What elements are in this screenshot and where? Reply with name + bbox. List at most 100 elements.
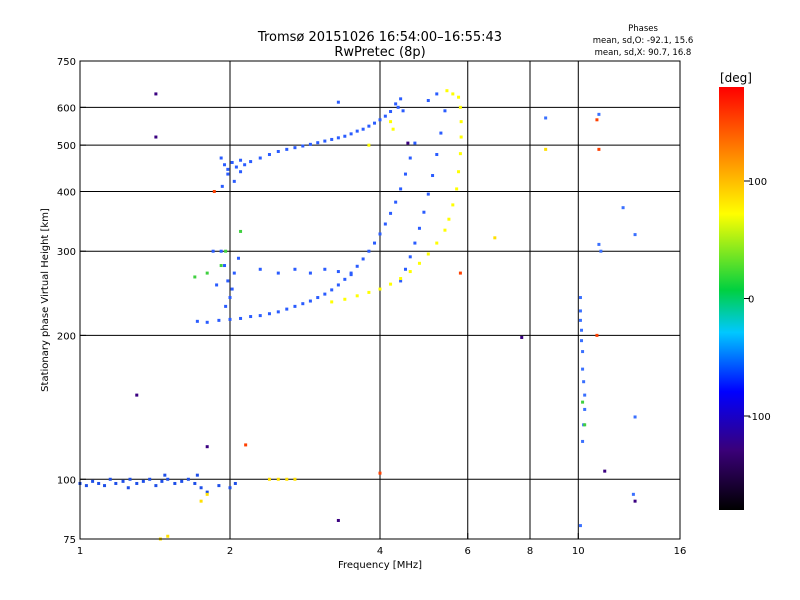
data-point (581, 350, 585, 354)
data-point (154, 92, 158, 96)
data-point (367, 143, 371, 147)
y-tick-label: 75 (63, 535, 76, 546)
data-point (205, 492, 209, 496)
data-point (276, 310, 280, 314)
data-point (447, 217, 451, 221)
data-point (323, 292, 327, 296)
data-point (520, 335, 524, 339)
data-point (276, 271, 280, 275)
data-point (233, 481, 237, 485)
data-point (394, 102, 398, 106)
data-point (455, 187, 459, 191)
data-point (308, 142, 312, 146)
data-point (581, 439, 585, 443)
x-tick-label: 4 (377, 546, 383, 557)
data-point (389, 211, 393, 215)
data-point (597, 242, 601, 246)
data-point (583, 423, 587, 427)
chart-subtitle: RwPretec (8p) (334, 45, 425, 60)
data-point (239, 229, 243, 233)
data-point (199, 499, 203, 503)
data-point (367, 124, 371, 128)
data-point (195, 473, 199, 477)
data-point (426, 252, 430, 256)
data-point (435, 241, 439, 245)
data-point (148, 477, 152, 481)
data-point (367, 249, 371, 253)
data-point (97, 481, 101, 485)
data-point (114, 481, 118, 485)
data-point (234, 165, 238, 169)
data-point (186, 477, 190, 481)
data-point (336, 100, 340, 104)
data-point (378, 232, 382, 236)
data-point (128, 477, 132, 481)
data-point (293, 267, 297, 271)
data-point (267, 477, 271, 481)
data-point (293, 304, 297, 308)
data-point (224, 249, 228, 253)
data-point (378, 287, 382, 291)
data-point (336, 136, 340, 140)
data-point (228, 296, 232, 300)
data-point (232, 271, 236, 275)
data-point (445, 89, 449, 93)
data-point (426, 192, 430, 196)
data-point (383, 222, 387, 226)
data-point (316, 296, 320, 300)
data-point (301, 144, 305, 148)
y-tick-label: 100 (57, 475, 76, 486)
data-point (193, 275, 197, 279)
data-point (458, 271, 462, 275)
data-point (267, 312, 271, 316)
data-point (389, 282, 393, 286)
data-point (239, 316, 243, 320)
data-point (633, 415, 637, 419)
data-point (378, 471, 382, 475)
data-point (249, 315, 253, 319)
data-point (258, 314, 262, 318)
data-point (258, 156, 262, 160)
data-point (103, 484, 107, 488)
data-point (413, 141, 417, 145)
data-point (226, 279, 230, 283)
data-point (578, 318, 582, 322)
stats-line-o: mean, sd,O: -92.1, 15.6 (593, 36, 693, 46)
chart-title: Tromsø 20151026 16:54:00–16:55:43 (257, 30, 502, 45)
grid-lines (80, 61, 680, 539)
data-point (219, 264, 223, 268)
data-point (276, 477, 280, 481)
colorbar-gradient (719, 87, 744, 510)
data-point (285, 147, 289, 151)
data-point (349, 273, 353, 277)
data-point (399, 277, 403, 281)
data-point (378, 118, 382, 122)
data-point (396, 105, 400, 109)
data-point (141, 479, 145, 483)
data-point (217, 318, 221, 322)
data-point (583, 393, 587, 397)
data-point (308, 271, 312, 275)
data-point (367, 290, 371, 294)
data-point (276, 149, 280, 153)
data-point (226, 172, 230, 176)
data-point (361, 127, 365, 131)
data-point (224, 304, 228, 308)
x-tick-label: 1 (77, 546, 83, 557)
data-point (443, 109, 447, 113)
data-point (285, 477, 289, 481)
data-point (391, 127, 395, 131)
data-point (457, 170, 461, 174)
data-point (435, 92, 439, 96)
data-point (336, 270, 340, 274)
data-point (435, 153, 439, 157)
y-tick-label: 750 (57, 57, 76, 68)
data-point (439, 131, 443, 135)
data-point (578, 296, 582, 300)
data-point (236, 256, 240, 260)
data-point (383, 114, 387, 118)
data-point (180, 479, 184, 483)
data-point (267, 153, 271, 157)
y-tick-label: 600 (57, 103, 76, 114)
data-point (408, 156, 412, 160)
